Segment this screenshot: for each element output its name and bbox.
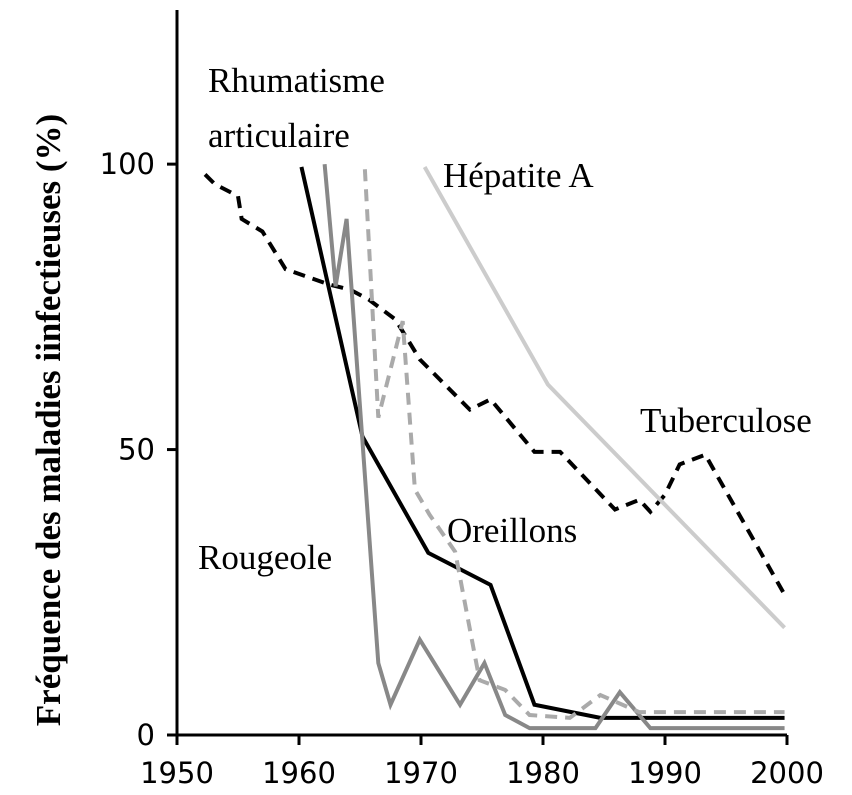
series-label: Tuberculose	[640, 401, 812, 440]
x-tick-label: 1980	[506, 756, 580, 790]
y-tick-label: 50	[118, 433, 155, 467]
y-tick-label: 100	[100, 147, 155, 181]
x-tick-label: 1950	[140, 756, 214, 790]
y-axis-label: Fréquence des maladies iinfectieuses (%)	[29, 114, 68, 726]
x-tick-label: 1990	[628, 756, 702, 790]
series-line	[203, 172, 787, 596]
series-line	[322, 163, 785, 731]
series-line	[362, 169, 785, 720]
series-label: Oreillons	[447, 511, 578, 550]
x-tick-label: 2000	[750, 756, 824, 790]
x-tick-label: 1970	[384, 756, 458, 790]
series-label: Rhumatisme articulaire	[208, 61, 385, 155]
series-line	[422, 166, 786, 630]
series-label: Rougeole	[198, 538, 333, 577]
series-label: Hépatite A	[443, 156, 594, 195]
x-tick-label: 1960	[262, 756, 336, 790]
y-tick-label: 0	[137, 718, 155, 752]
